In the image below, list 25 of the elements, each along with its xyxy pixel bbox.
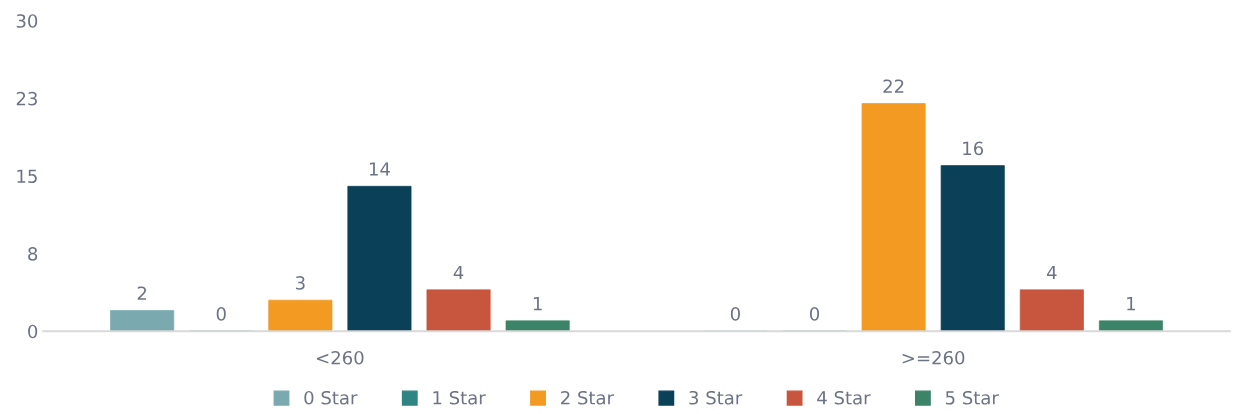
data-label: 14	[369, 162, 390, 176]
y-tick-label: 23	[16, 91, 37, 106]
x-tick-label: >=260	[902, 350, 965, 365]
data-label: 0	[730, 307, 740, 321]
x-tick-label: <260	[317, 350, 364, 365]
data-label: 0	[216, 307, 226, 321]
legend-label: 1 Star	[433, 390, 486, 405]
y-tick-label: 30	[16, 14, 38, 28]
legend-label: 0 Star	[304, 390, 358, 405]
y-tick-label: 15	[17, 169, 37, 184]
data-label: 3	[295, 276, 305, 290]
data-label: 1	[1127, 296, 1136, 311]
data-label: 22	[883, 79, 904, 93]
data-label: 1	[533, 296, 542, 311]
y-tick-label: 0	[28, 324, 38, 339]
data-label: 4	[453, 265, 464, 280]
data-label: 4	[1046, 265, 1057, 280]
data-label: 2	[137, 286, 147, 300]
data-label: 0	[809, 307, 820, 321]
legend-label: 2 Star	[561, 390, 614, 405]
legend-label: 3 Star	[689, 390, 743, 405]
y-tick-label: 8	[28, 247, 38, 261]
data-label: 16	[963, 141, 984, 156]
legend-label: 5 Star	[945, 390, 999, 405]
legend-label: 4 Star	[817, 390, 871, 405]
